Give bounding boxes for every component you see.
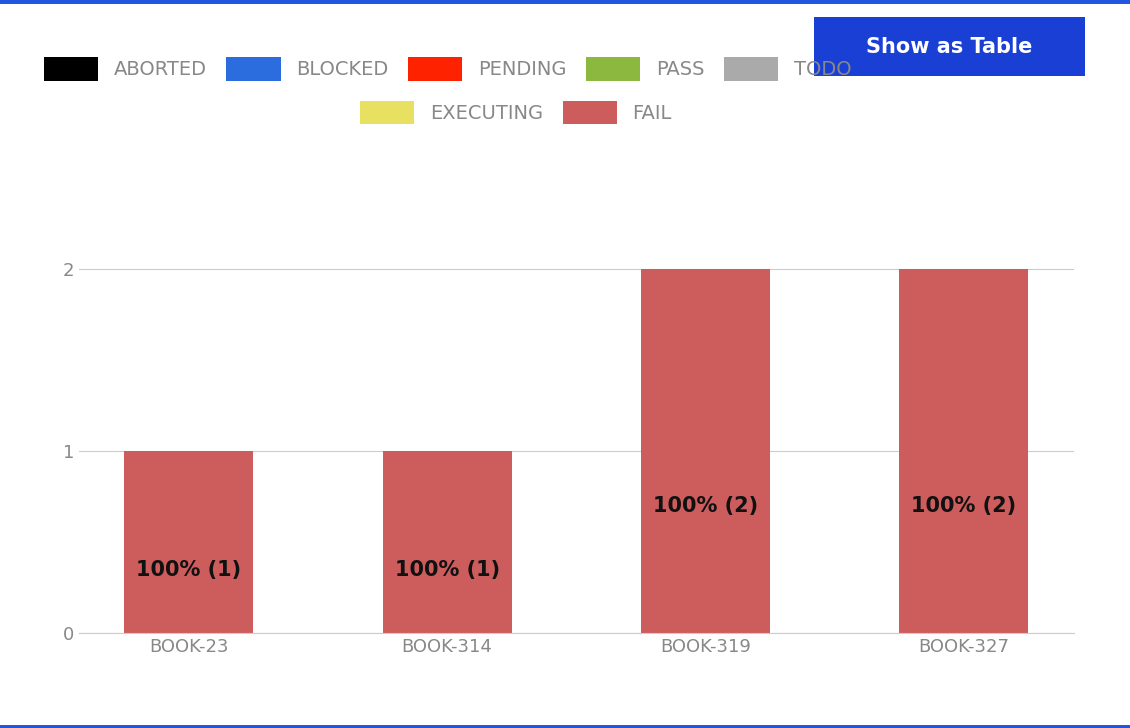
Text: 100% (2): 100% (2) bbox=[911, 496, 1016, 516]
Bar bbox=[383, 451, 512, 633]
Text: Show as Table: Show as Table bbox=[866, 36, 1033, 57]
Text: 100% (2): 100% (2) bbox=[653, 496, 758, 516]
Text: 100% (1): 100% (1) bbox=[137, 560, 242, 579]
Bar bbox=[899, 269, 1028, 633]
Bar bbox=[641, 269, 770, 633]
FancyBboxPatch shape bbox=[798, 15, 1101, 78]
Legend: EXECUTING, FAIL: EXECUTING, FAIL bbox=[360, 100, 672, 124]
Bar bbox=[124, 451, 253, 633]
Legend: ABORTED, BLOCKED, PENDING, PASS, TODO: ABORTED, BLOCKED, PENDING, PASS, TODO bbox=[44, 57, 851, 81]
Text: 100% (1): 100% (1) bbox=[394, 560, 499, 579]
